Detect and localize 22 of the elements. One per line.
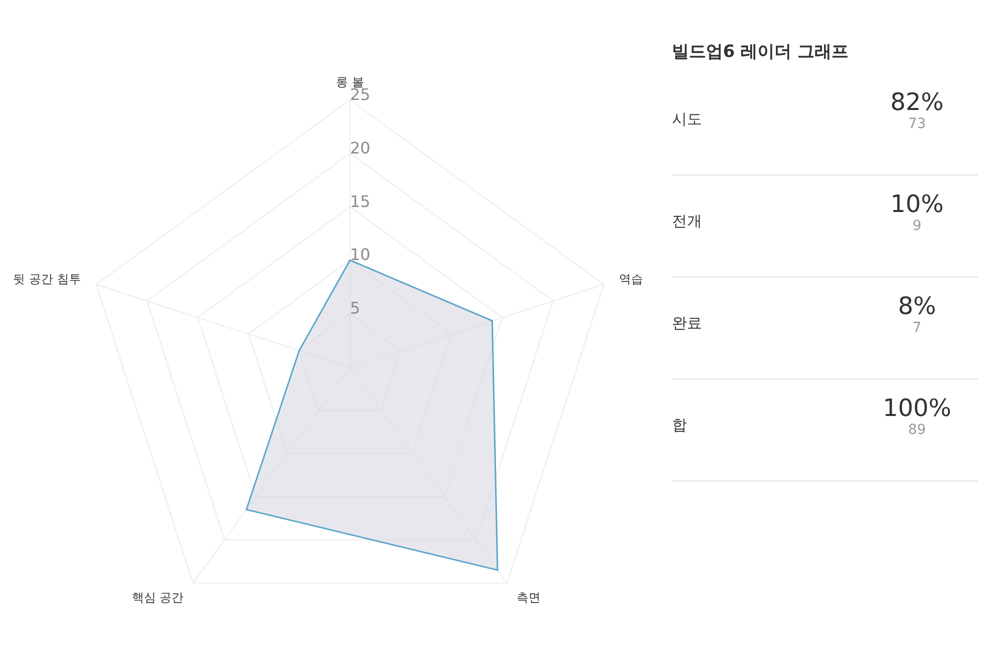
y-tick-label: 20 — [350, 138, 370, 158]
data-label: 100% — [882, 394, 952, 422]
data-label: 7 — [912, 320, 922, 336]
spoke-label: 핵심 공간 — [132, 590, 184, 605]
data-label: 73 — [907, 116, 927, 132]
data-label: 10% — [889, 190, 945, 218]
text: 빌드업6 레이더 그래프 — [672, 41, 850, 64]
spoke-label: 뒷 공간 침투 — [13, 272, 81, 286]
spoke-label: 측면 — [516, 590, 540, 605]
spoke-label: 롱 볼 — [336, 75, 364, 89]
data-label: 8% — [896, 292, 938, 320]
data-label: 89 — [907, 422, 927, 438]
category-label: 합 — [672, 416, 687, 435]
y-tick-label: 5 — [350, 298, 360, 318]
spoke-label: 역습 — [619, 272, 644, 286]
y-tick-label: 15 — [350, 192, 370, 211]
data-label: 9 — [912, 218, 922, 234]
category-label: 완료 — [672, 314, 702, 333]
data-label: 82% — [889, 88, 945, 116]
y-tick-label: 10 — [350, 245, 370, 264]
category-label: 전개 — [672, 212, 702, 231]
category-label: 시도 — [672, 110, 702, 129]
